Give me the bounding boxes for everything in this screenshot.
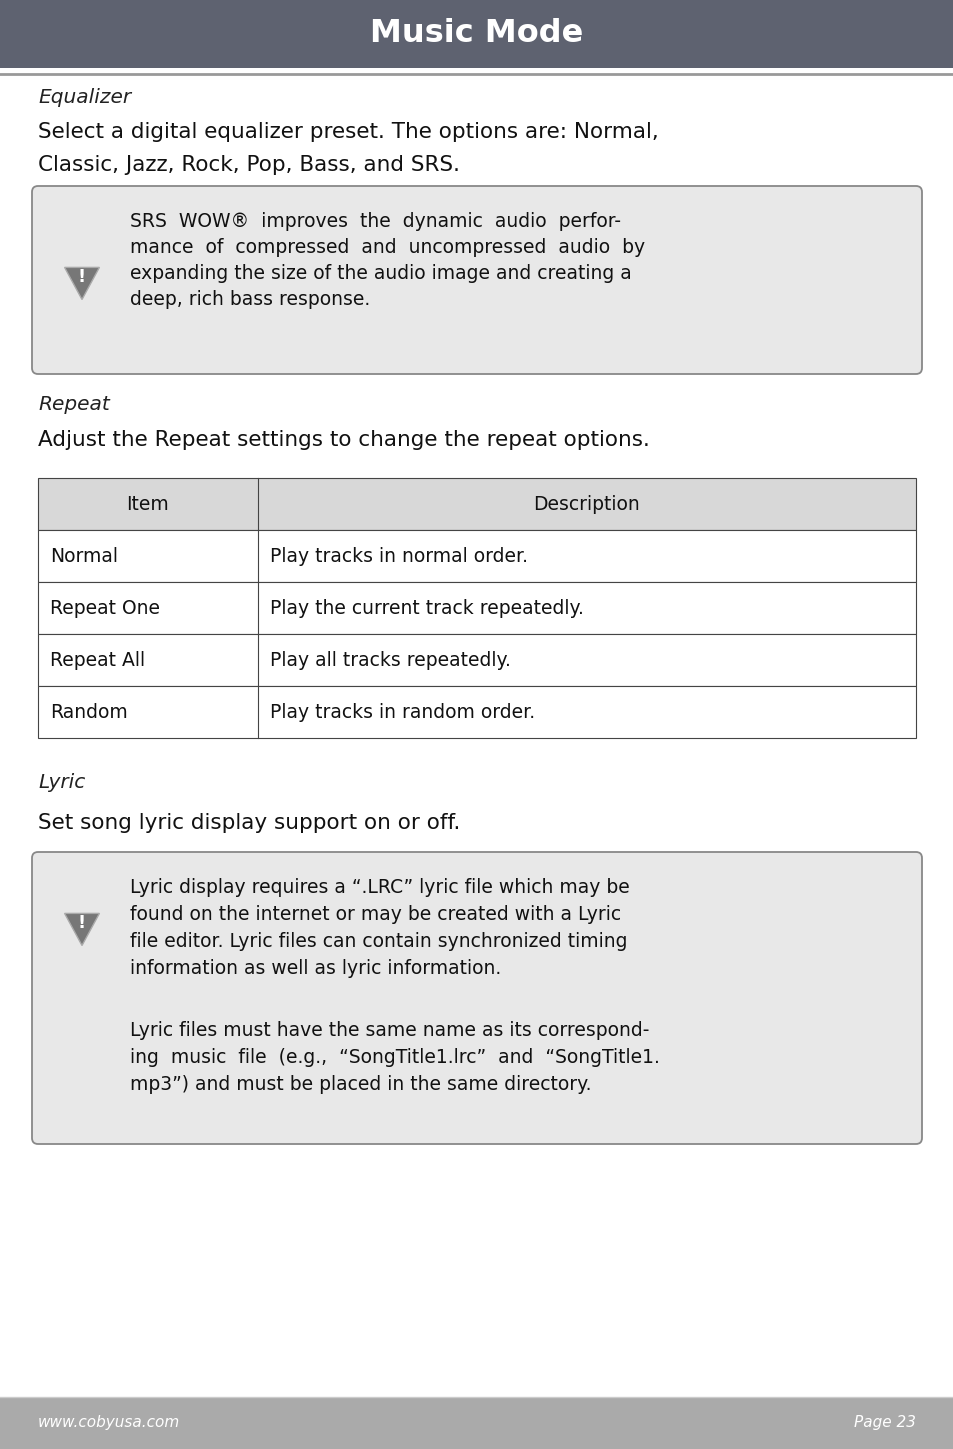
Text: file editor. Lyric files can contain synchronized timing: file editor. Lyric files can contain syn…: [130, 932, 627, 951]
Text: Play all tracks repeatedly.: Play all tracks repeatedly.: [270, 651, 511, 669]
Text: expanding the size of the audio image and creating a: expanding the size of the audio image an…: [130, 264, 631, 283]
FancyBboxPatch shape: [38, 530, 915, 582]
Text: Adjust the Repeat settings to change the repeat options.: Adjust the Repeat settings to change the…: [38, 430, 649, 451]
Text: mp3”) and must be placed in the same directory.: mp3”) and must be placed in the same dir…: [130, 1075, 591, 1094]
Text: Play tracks in normal order.: Play tracks in normal order.: [270, 546, 527, 565]
Text: SRS  WOW®  improves  the  dynamic  audio  perfor-: SRS WOW® improves the dynamic audio perf…: [130, 212, 620, 230]
Text: information as well as lyric information.: information as well as lyric information…: [130, 959, 500, 978]
Polygon shape: [65, 913, 99, 946]
FancyBboxPatch shape: [38, 478, 915, 530]
FancyBboxPatch shape: [0, 0, 953, 68]
Text: Random: Random: [50, 703, 128, 722]
Text: !: !: [78, 914, 86, 932]
Text: Repeat One: Repeat One: [50, 598, 160, 617]
Text: Select a digital equalizer preset. The options are: Normal,: Select a digital equalizer preset. The o…: [38, 122, 659, 142]
Text: Music Mode: Music Mode: [370, 19, 583, 49]
Text: Page 23: Page 23: [853, 1416, 915, 1430]
FancyBboxPatch shape: [32, 185, 921, 374]
Text: Repeat All: Repeat All: [50, 651, 145, 669]
Text: Set song lyric display support on or off.: Set song lyric display support on or off…: [38, 813, 460, 833]
FancyBboxPatch shape: [32, 852, 921, 1145]
Text: www.cobyusa.com: www.cobyusa.com: [38, 1416, 180, 1430]
Text: Repeat: Repeat: [38, 396, 110, 414]
Text: Description: Description: [533, 494, 639, 513]
Text: Classic, Jazz, Rock, Pop, Bass, and SRS.: Classic, Jazz, Rock, Pop, Bass, and SRS.: [38, 155, 459, 175]
Text: Item: Item: [127, 494, 170, 513]
Text: Normal: Normal: [50, 546, 118, 565]
Text: Play the current track repeatedly.: Play the current track repeatedly.: [270, 598, 583, 617]
FancyBboxPatch shape: [38, 685, 915, 738]
FancyBboxPatch shape: [38, 582, 915, 635]
Polygon shape: [65, 268, 99, 300]
Text: ing  music  file  (e.g.,  “SongTitle1.lrc”  and  “SongTitle1.: ing music file (e.g., “SongTitle1.lrc” a…: [130, 1048, 659, 1066]
Text: Equalizer: Equalizer: [38, 88, 131, 107]
Text: found on the internet or may be created with a Lyric: found on the internet or may be created …: [130, 906, 620, 924]
Text: !: !: [78, 268, 86, 285]
Text: Play tracks in random order.: Play tracks in random order.: [270, 703, 535, 722]
Text: Lyric display requires a “.LRC” lyric file which may be: Lyric display requires a “.LRC” lyric fi…: [130, 878, 629, 897]
Text: mance  of  compressed  and  uncompressed  audio  by: mance of compressed and uncompressed aud…: [130, 238, 644, 256]
Text: Lyric files must have the same name as its correspond-: Lyric files must have the same name as i…: [130, 1022, 649, 1040]
FancyBboxPatch shape: [38, 635, 915, 685]
FancyBboxPatch shape: [0, 1397, 953, 1449]
Text: Lyric: Lyric: [38, 772, 85, 793]
Text: deep, rich bass response.: deep, rich bass response.: [130, 290, 370, 309]
